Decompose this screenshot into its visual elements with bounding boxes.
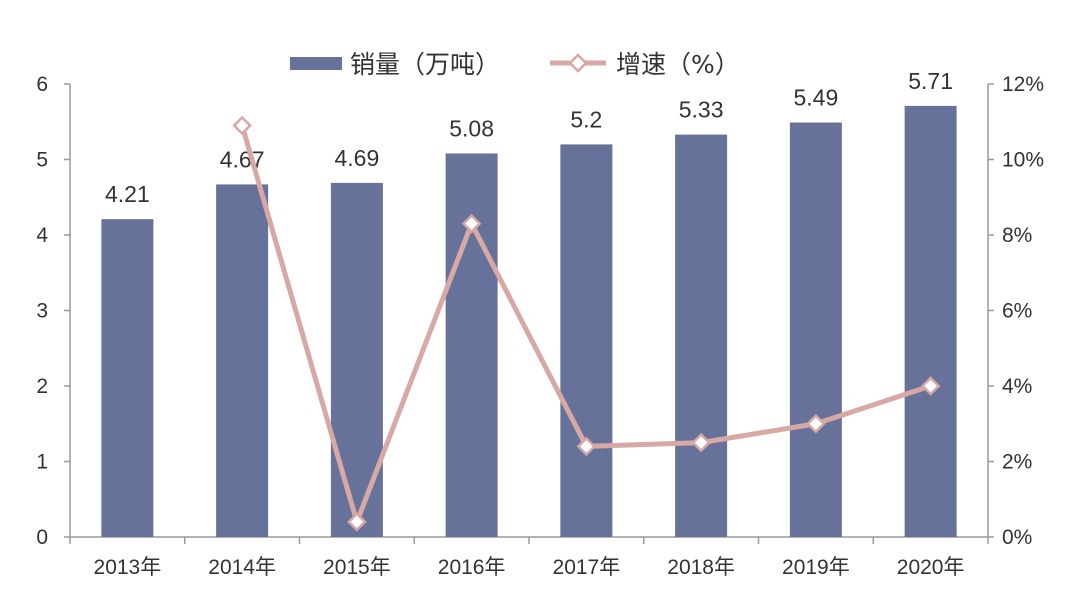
- x-tick-label: 2019年: [782, 556, 850, 579]
- y-tick-right-label: 6%: [1002, 300, 1032, 323]
- growth-point: [461, 213, 482, 234]
- bar: [330, 182, 383, 537]
- x-tick-label: 2020年: [897, 556, 965, 579]
- line-series: [232, 115, 941, 532]
- growth-point: [920, 376, 941, 396]
- x-tick-label: 2017年: [553, 556, 621, 579]
- y-tick-right-label: 0%: [1002, 526, 1032, 549]
- axes: 0 1 2 3 4 5 6 0% 2% 4% 6% 8% 10% 12% 2013年 2014年 2015年 20…: [36, 73, 1044, 579]
- bar-data-label: 5.71: [908, 68, 953, 94]
- legend-label-growth: 增速（%）: [616, 50, 740, 79]
- bar-data-label: 5.2: [570, 106, 602, 132]
- x-tick-label: 2014年: [208, 556, 276, 579]
- growth-point: [806, 413, 826, 434]
- y-tick-right-label: 4%: [1002, 375, 1032, 398]
- y-tick-right-label: 12%: [1002, 73, 1044, 96]
- legend-marker-growth: [568, 53, 588, 73]
- y-tick-right-label: 8%: [1002, 224, 1032, 247]
- bar: [560, 144, 613, 537]
- growth-point: [691, 432, 711, 453]
- y-tick-left-label: 0: [36, 526, 48, 549]
- x-tick-label: 2013年: [94, 556, 162, 579]
- bar: [789, 122, 842, 537]
- bar-series: [101, 105, 957, 538]
- y-tick-right-label: 2%: [1002, 451, 1032, 474]
- bar: [445, 153, 498, 537]
- bar-data-label: 4.67: [220, 146, 265, 172]
- bar-data-label: 4.21: [105, 181, 150, 207]
- bar: [216, 184, 269, 538]
- y-tick-left-label: 3: [36, 300, 48, 323]
- x-tick-label: 2016年: [438, 556, 506, 579]
- y-tick-left-label: 1: [36, 451, 48, 474]
- bar-data-label: 5.08: [449, 115, 494, 141]
- legend-label-sales: 销量（万吨）: [350, 50, 500, 79]
- bar: [101, 219, 154, 537]
- y-tick-right-label: 10%: [1002, 149, 1044, 172]
- bar: [675, 134, 728, 537]
- y-tick-left-label: 5: [36, 149, 48, 172]
- y-tick-left-label: 4: [36, 224, 48, 247]
- legend: 销量（万吨） 增速（%）: [290, 50, 740, 79]
- x-tick-label: 2015年: [323, 556, 391, 579]
- growth-point: [347, 512, 367, 532]
- y-tick-left-label: 2: [36, 375, 48, 398]
- bar: [904, 105, 957, 538]
- bar-data-label: 4.69: [334, 145, 379, 171]
- bar-data-label: 5.33: [679, 97, 724, 123]
- legend-swatch-sales: [290, 57, 342, 70]
- x-tick-label: 2018年: [667, 556, 735, 579]
- bar-data-label: 5.49: [793, 85, 838, 111]
- growth-point: [576, 436, 597, 457]
- bar-data-labels: 4.21 4.67 4.69 5.08 5.2 5.33 5.49 5.71: [105, 68, 953, 207]
- y-tick-left-label: 6: [36, 73, 48, 96]
- growth-point: [232, 115, 252, 136]
